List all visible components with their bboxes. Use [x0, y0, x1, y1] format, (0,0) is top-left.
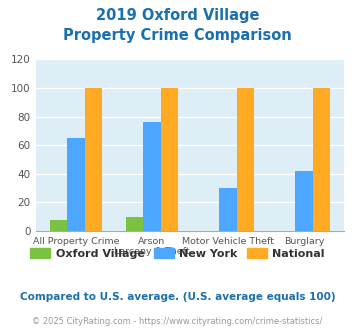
Bar [84, 88, 102, 231]
Bar [143, 122, 160, 231]
Bar [160, 88, 178, 231]
Text: 2019 Oxford Village: 2019 Oxford Village [96, 8, 259, 23]
Bar [67, 138, 84, 231]
Legend: Oxford Village, New York, National: Oxford Village, New York, National [26, 244, 329, 263]
Bar [237, 88, 254, 231]
Text: Compared to U.S. average. (U.S. average equals 100): Compared to U.S. average. (U.S. average … [20, 292, 335, 302]
Bar [126, 217, 143, 231]
Text: Property Crime Comparison: Property Crime Comparison [63, 28, 292, 43]
Bar [50, 219, 67, 231]
Bar [219, 188, 237, 231]
Text: © 2025 CityRating.com - https://www.cityrating.com/crime-statistics/: © 2025 CityRating.com - https://www.city… [32, 317, 323, 326]
Bar [313, 88, 330, 231]
Bar [295, 171, 313, 231]
